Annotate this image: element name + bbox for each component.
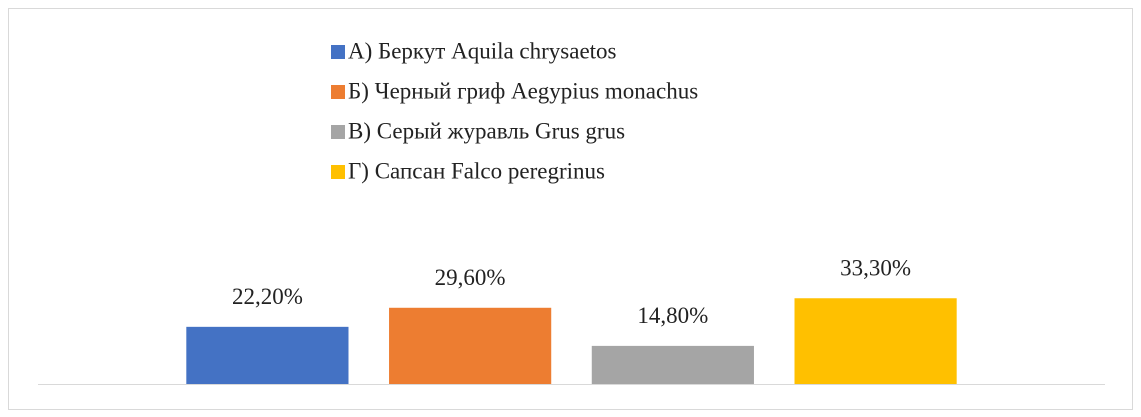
data-label: 14,80% [637,303,708,328]
data-label: 33,30% [840,256,911,281]
legend-swatch [331,125,345,139]
chart-border [8,8,1133,410]
data-label: 29,60% [435,265,506,290]
bar [389,307,552,384]
legend-swatch [331,85,345,99]
legend-label: В) Серый журавль Grus grus [348,118,625,143]
legend-swatch [331,165,345,179]
legend-label: Б) Черный гриф Aegypius monachus [348,78,698,103]
bar [186,326,349,384]
legend-swatch [331,45,345,59]
data-label: 22,20% [232,284,303,309]
legend-label: Г) Сапсан Falco peregrinus [348,158,605,183]
bar [794,298,957,384]
bar [591,345,754,384]
legend-label: А) Беркут Aquila chrysaetos [348,38,617,63]
